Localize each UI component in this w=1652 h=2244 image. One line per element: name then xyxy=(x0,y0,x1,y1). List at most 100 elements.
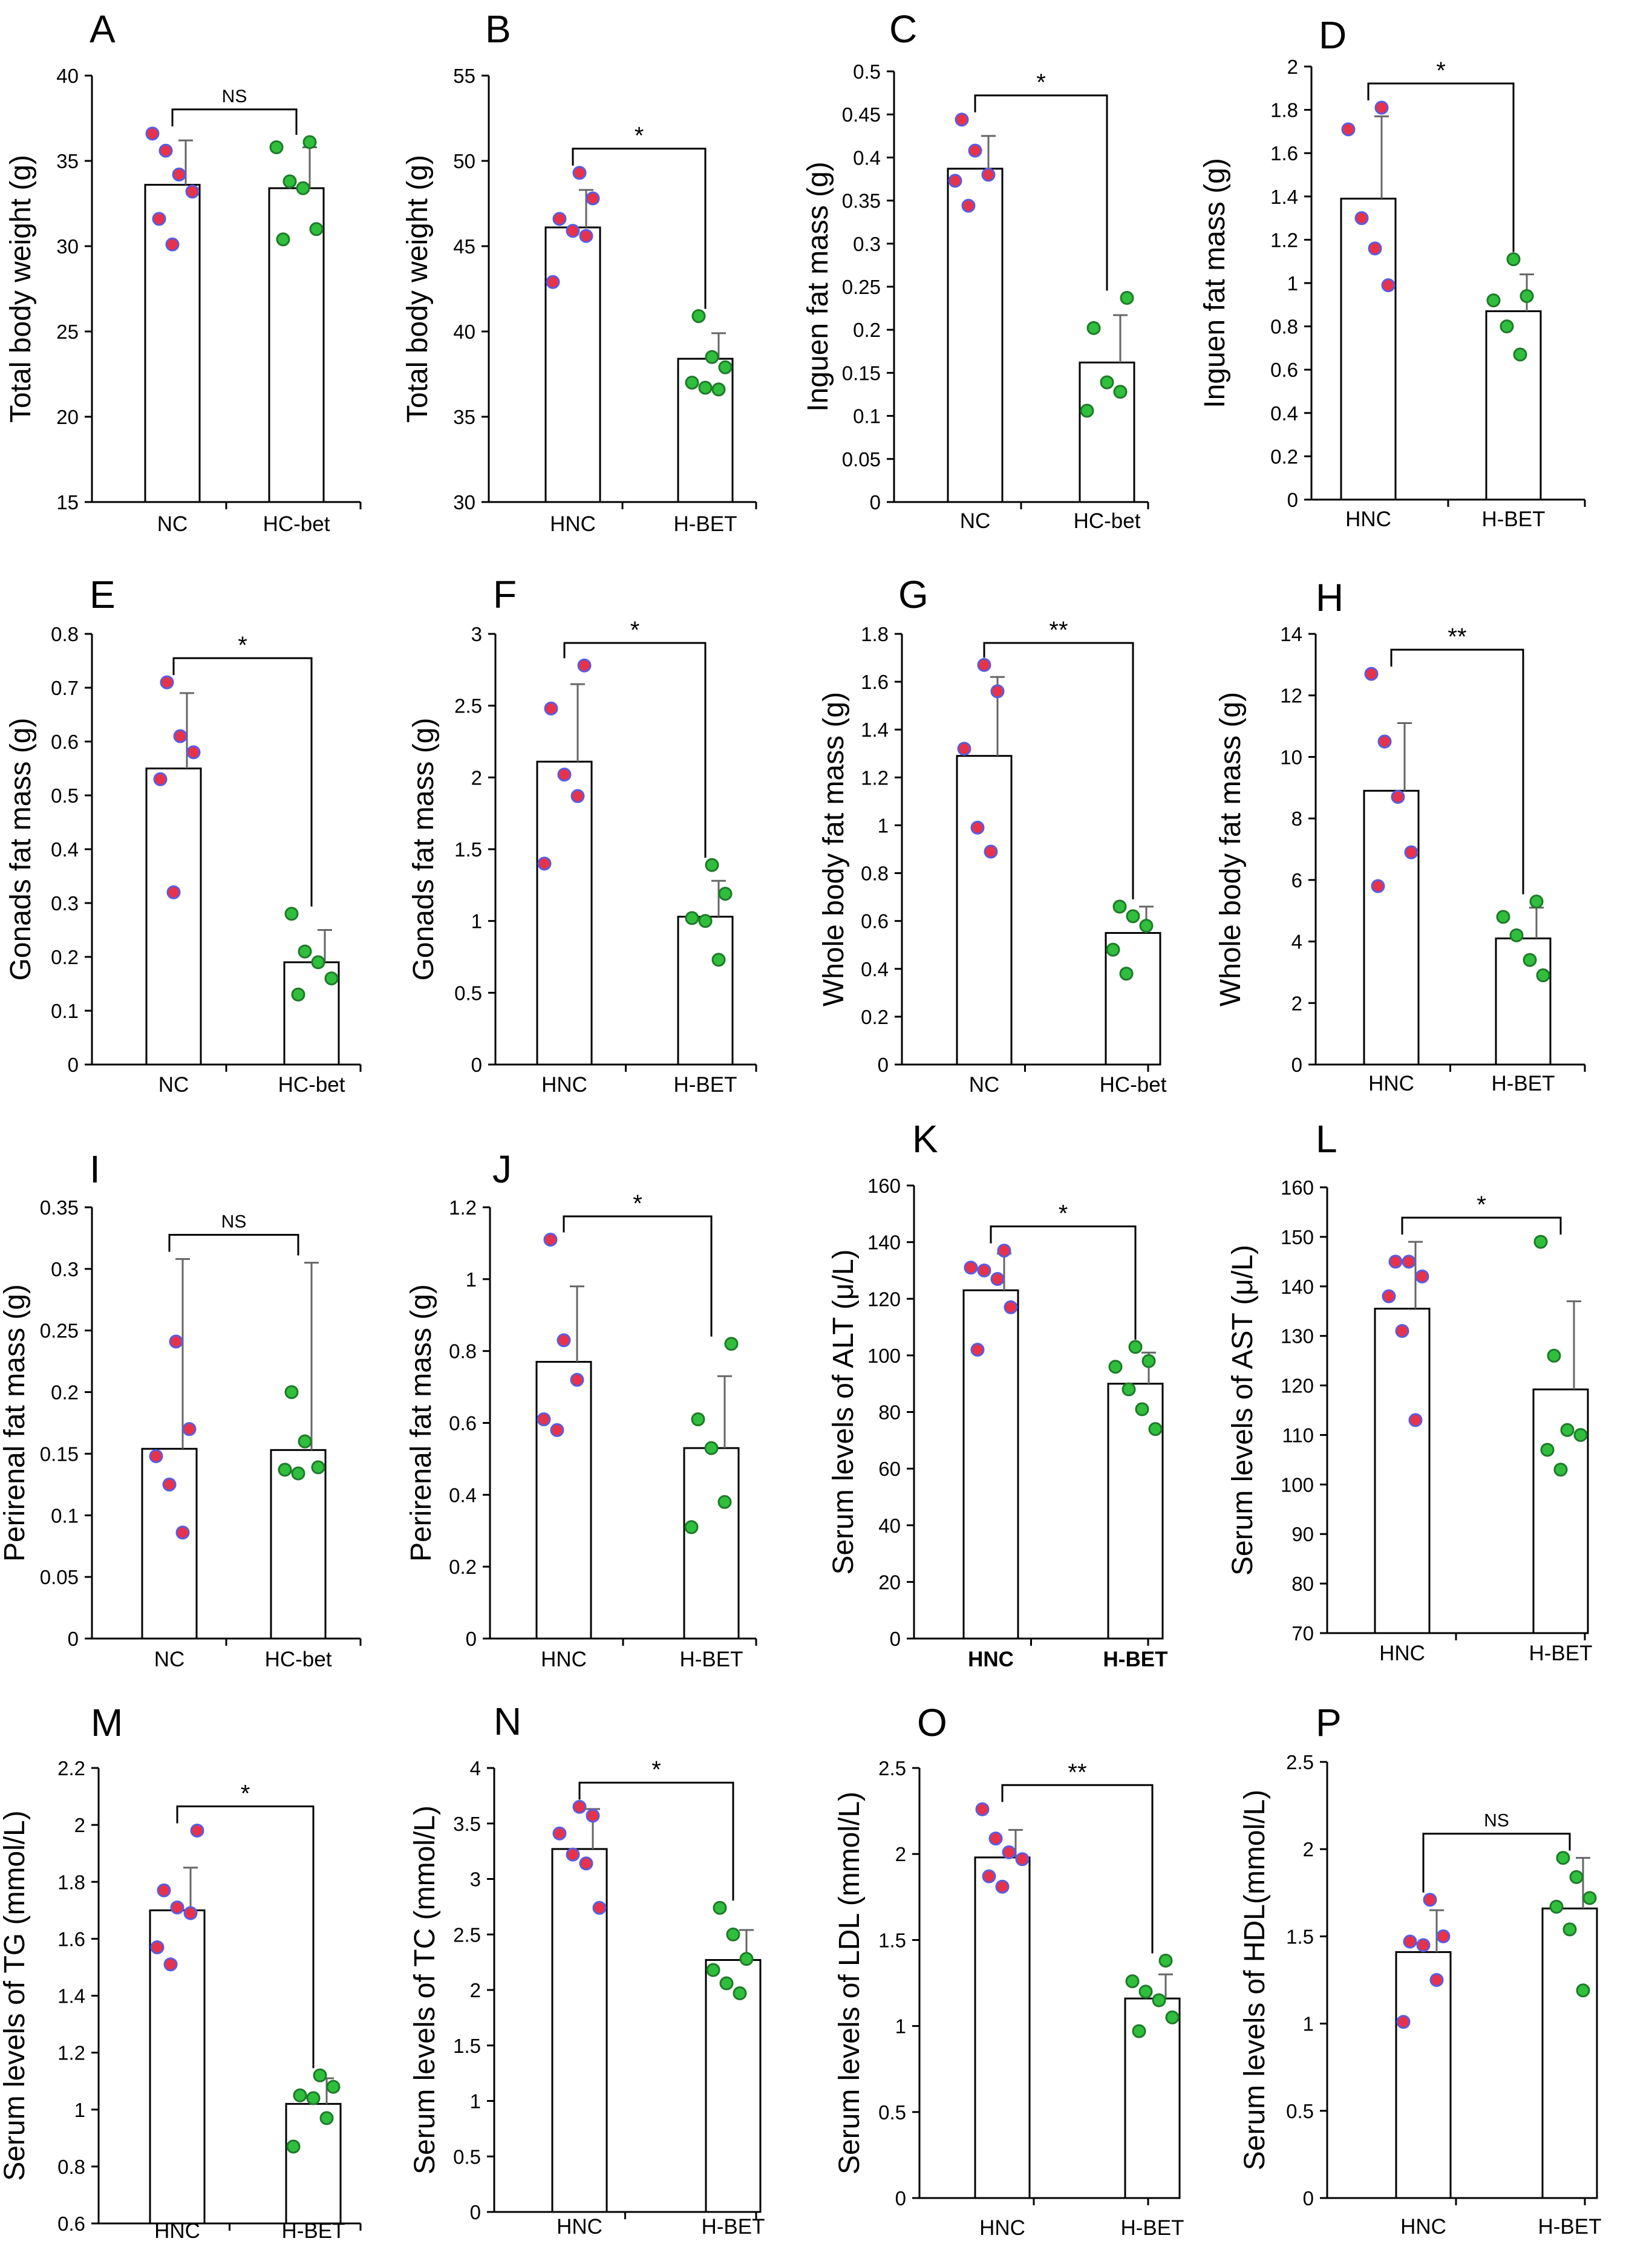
significance-label: * xyxy=(651,1756,661,1783)
data-point xyxy=(957,742,971,756)
y-axis-label: Whole body fat mass (g) xyxy=(1215,692,1247,1006)
data-point xyxy=(1138,1985,1153,1999)
y-tick-label: 2 xyxy=(470,1979,481,2001)
category-label: HC-bet xyxy=(265,1648,332,1671)
data-point xyxy=(1562,1922,1577,1937)
y-tick-label: 12 xyxy=(1280,685,1302,707)
category-label: H-BET xyxy=(282,2219,345,2243)
data-point xyxy=(145,126,160,141)
panel-letter: J xyxy=(492,1147,512,1191)
data-point xyxy=(284,907,299,921)
data-point xyxy=(166,885,181,899)
y-tick-label: 0.15 xyxy=(40,1443,79,1465)
data-point xyxy=(566,224,580,238)
category-label: HNC xyxy=(550,512,596,536)
data-point xyxy=(186,745,201,760)
y-tick-label: 0 xyxy=(470,2201,481,2223)
y-tick-label: 0.6 xyxy=(57,2213,85,2235)
data-point xyxy=(1395,1323,1409,1338)
y-tick-label: 1 xyxy=(471,910,482,933)
y-axis-label: Serum levels of TG (mmol/L) xyxy=(0,1810,31,2181)
y-tick-label: 55 xyxy=(453,65,475,87)
bar-hnc xyxy=(535,1360,592,1640)
data-point xyxy=(1015,1852,1030,1867)
significance-label: * xyxy=(1436,57,1446,84)
data-point xyxy=(311,1460,325,1475)
y-tick-label: 0.3 xyxy=(51,892,79,915)
significance-label: * xyxy=(1036,70,1046,96)
y-tick-label: 0.4 xyxy=(861,958,889,980)
y-tick-label: 35 xyxy=(453,406,475,428)
significance-label: ** xyxy=(1068,1759,1086,1786)
bar-h-bet xyxy=(285,2102,342,2225)
y-axis-label: Gonads fat mass (g) xyxy=(408,718,440,981)
panel-b: B Total body weight (g) 30 35 40 45 50 55 HNC H-B… xyxy=(402,7,757,536)
data-point xyxy=(988,1831,1003,1846)
panel-i: I Perirenal fat mass (g) 0 0.05 0.1 0.15 0.2 0.… xyxy=(0,1147,362,1671)
bar-hnc xyxy=(1363,789,1420,1066)
data-point xyxy=(948,174,962,188)
data-point xyxy=(1100,375,1114,390)
panel-e: E Gonads fat mass (g) 0 0.1 0.2 0.3 0.4 0.5 0.6 0… xyxy=(5,573,362,1097)
y-tick-label: 2 xyxy=(471,766,482,789)
category-label: HNC xyxy=(968,1648,1014,1671)
bar-hnc xyxy=(962,1289,1019,1640)
significance-bracket xyxy=(563,1215,713,1337)
y-tick-label: 0.6 xyxy=(1270,359,1298,381)
data-point xyxy=(1560,1423,1575,1437)
data-point xyxy=(291,1466,305,1481)
y-tick-label: 70 xyxy=(1291,1622,1314,1645)
y-tick-label: 0.5 xyxy=(51,784,79,807)
panel-letter: L xyxy=(1316,1117,1337,1161)
data-point xyxy=(990,684,1005,699)
data-point xyxy=(1135,1402,1149,1417)
significance-label: * xyxy=(633,1190,642,1217)
data-point xyxy=(1402,1254,1416,1269)
bar-nc xyxy=(141,1447,198,1640)
data-point xyxy=(306,2091,321,2105)
data-point xyxy=(1382,1289,1396,1303)
data-point xyxy=(1569,1870,1584,1884)
data-point xyxy=(1509,928,1524,942)
y-tick-label: 0.8 xyxy=(861,863,889,885)
panel-l: L Serum levels of AST (μ/L) 70 80 90 100 110 12… xyxy=(1227,1117,1593,1665)
data-point xyxy=(579,229,593,243)
data-point xyxy=(296,181,310,195)
y-tick-label: 1.2 xyxy=(1270,229,1298,251)
data-point xyxy=(269,140,284,154)
data-point xyxy=(1381,278,1396,293)
data-point xyxy=(586,1809,600,1823)
category-label: HNC xyxy=(1345,507,1391,531)
significance-bracket xyxy=(176,1805,315,2069)
y-tick-label: 150 xyxy=(1281,1226,1314,1248)
category-label: HNC xyxy=(979,2216,1025,2240)
y-tick-label: 0.5 xyxy=(853,60,881,83)
y-tick-label: 1 xyxy=(1287,272,1298,295)
y-tick-label: 0.2 xyxy=(853,319,881,341)
y-tick-label: 0.45 xyxy=(842,103,881,126)
data-point xyxy=(592,1900,607,1915)
data-point xyxy=(1354,211,1369,226)
panel-a: A Total body weight (g) 15 20 25 30 35 40 NC HC-b… xyxy=(5,7,362,536)
data-point xyxy=(1158,1954,1173,1968)
y-tick-label: 1 xyxy=(74,2099,85,2121)
data-point xyxy=(537,1412,551,1427)
data-point xyxy=(718,360,733,374)
y-tick-label: 30 xyxy=(56,235,79,258)
panel-letter: G xyxy=(898,573,929,616)
y-tick-label: 0.05 xyxy=(842,448,881,471)
data-point xyxy=(190,1824,204,1838)
data-point xyxy=(1371,879,1385,893)
y-tick-label: 1 xyxy=(470,2090,481,2113)
data-point xyxy=(579,1856,593,1871)
y-tick-label: 1 xyxy=(895,2015,906,2038)
data-point xyxy=(586,191,600,206)
data-point xyxy=(149,1449,163,1464)
data-point xyxy=(1547,1348,1561,1363)
data-point xyxy=(183,1906,198,1920)
data-point xyxy=(552,212,567,226)
significance-label: NS xyxy=(222,86,247,106)
significance-bracket xyxy=(563,642,707,858)
y-tick-label: 1.4 xyxy=(1270,186,1298,208)
data-point xyxy=(163,1957,178,1972)
